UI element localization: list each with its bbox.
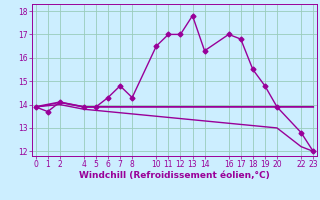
X-axis label: Windchill (Refroidissement éolien,°C): Windchill (Refroidissement éolien,°C) [79, 171, 270, 180]
